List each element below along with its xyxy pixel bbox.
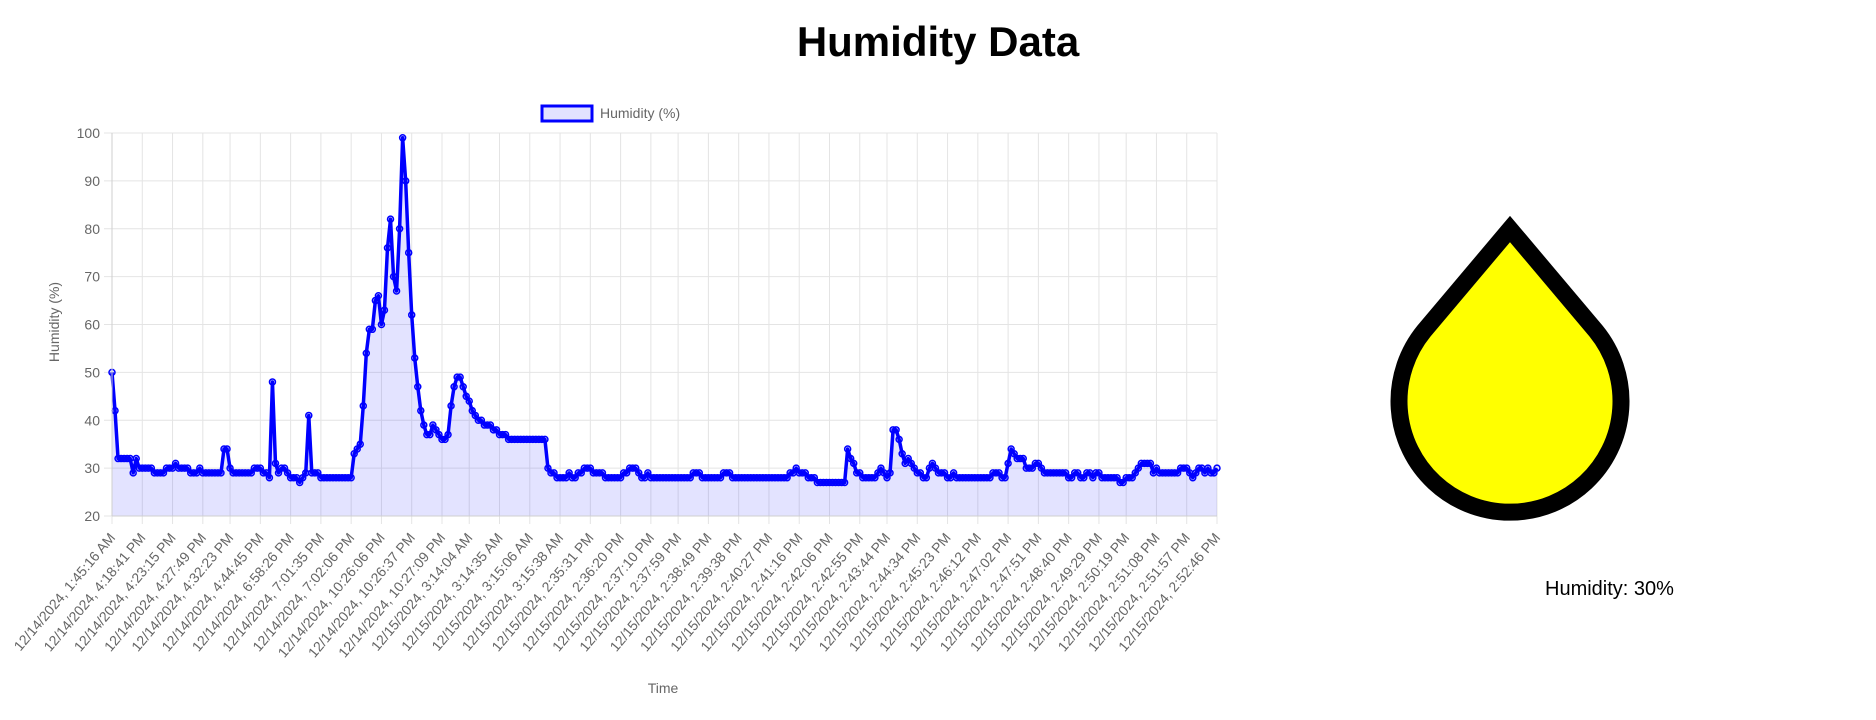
humidity-data-point[interactable] bbox=[1001, 473, 1009, 482]
y-axis-title: Humidity (%) bbox=[46, 282, 62, 362]
humidity-data-point[interactable] bbox=[1146, 459, 1155, 468]
humidity-data-point[interactable] bbox=[447, 402, 455, 410]
humidity-data-point[interactable] bbox=[840, 478, 849, 487]
humidity-data-point[interactable] bbox=[271, 459, 280, 468]
humidity-data-point[interactable] bbox=[895, 435, 903, 444]
humidity-data-point[interactable] bbox=[849, 459, 858, 468]
humidity-data-point[interactable] bbox=[386, 215, 395, 223]
chart-legend[interactable]: Humidity (%) bbox=[540, 104, 680, 123]
water-drop-shape bbox=[1390, 215, 1630, 521]
x-axis-title: Time bbox=[648, 680, 679, 696]
humidity-series-line bbox=[110, 136, 1219, 485]
legend-swatch bbox=[540, 104, 594, 123]
humidity-data-point[interactable] bbox=[368, 325, 377, 334]
humidity-data-point[interactable] bbox=[404, 248, 413, 257]
humidity-data-point[interactable] bbox=[456, 373, 464, 381]
humidity-data-point[interactable] bbox=[843, 445, 852, 453]
humidity-data-point[interactable] bbox=[356, 440, 364, 448]
humidity-data-point[interactable] bbox=[886, 469, 894, 477]
humidity-data-point[interactable] bbox=[126, 454, 134, 463]
humidity-data-point[interactable] bbox=[407, 311, 416, 319]
humidity-data-point[interactable] bbox=[410, 354, 419, 362]
humidity-data-point[interactable] bbox=[417, 406, 425, 415]
humidity-data-point[interactable] bbox=[541, 435, 549, 444]
humidity-data-point[interactable] bbox=[268, 378, 277, 386]
humidity-data-point[interactable] bbox=[922, 473, 931, 482]
humidity-data-point[interactable] bbox=[217, 469, 225, 477]
humidity-data-point[interactable] bbox=[380, 306, 389, 314]
humidity-data-point[interactable] bbox=[1019, 454, 1027, 463]
y-tick-label: 40 bbox=[84, 412, 100, 428]
y-tick-label: 100 bbox=[77, 125, 101, 141]
humidity-data-point[interactable] bbox=[383, 244, 392, 252]
chart-data-layer bbox=[108, 134, 1221, 517]
humidity-data-point[interactable] bbox=[459, 382, 467, 391]
y-tick-label: 50 bbox=[84, 364, 100, 380]
humidity-data-point[interactable] bbox=[392, 287, 401, 295]
humidity-data-point[interactable] bbox=[362, 349, 371, 357]
y-tick-label: 20 bbox=[84, 508, 100, 524]
y-tick-label: 70 bbox=[84, 269, 100, 285]
humidity-data-point[interactable] bbox=[347, 473, 355, 482]
humidity-data-point[interactable] bbox=[444, 430, 452, 439]
humidity-data-point[interactable] bbox=[450, 382, 458, 391]
humidity-data-point[interactable] bbox=[465, 397, 473, 405]
humidity-data-point[interactable] bbox=[898, 450, 906, 458]
humidity-data-point[interactable] bbox=[359, 402, 368, 410]
humidity-data-point[interactable] bbox=[111, 406, 119, 415]
humidity-data-point[interactable] bbox=[223, 445, 231, 453]
y-tick-label: 30 bbox=[84, 460, 100, 476]
humidity-data-point[interactable] bbox=[374, 292, 383, 300]
page-title: Humidity Data bbox=[796, 18, 1080, 65]
humidity-data-point[interactable] bbox=[265, 473, 274, 482]
humidity-data-point[interactable] bbox=[1004, 459, 1012, 468]
humidity-data-point[interactable] bbox=[420, 421, 428, 429]
humidity-data-point[interactable] bbox=[398, 134, 407, 142]
humidity-data-point[interactable] bbox=[426, 430, 434, 439]
humidity-data-point[interactable] bbox=[395, 225, 404, 233]
y-tick-label: 80 bbox=[84, 221, 100, 237]
humidity-data-point[interactable] bbox=[401, 177, 410, 185]
humidity-data-point[interactable] bbox=[377, 320, 386, 329]
humidity-data-point[interactable] bbox=[305, 411, 313, 420]
humidity-data-point[interactable] bbox=[129, 469, 137, 477]
humidity-data-point[interactable] bbox=[132, 454, 140, 463]
water-drop-icon bbox=[1390, 215, 1630, 521]
humidity-data-point[interactable] bbox=[1213, 464, 1221, 472]
humidity-area-fill bbox=[112, 137, 1217, 517]
humidity-data-point[interactable] bbox=[389, 272, 398, 281]
legend-label: Humidity (%) bbox=[600, 105, 680, 121]
humidity-data-point[interactable] bbox=[892, 426, 900, 434]
humidity-data-point[interactable] bbox=[302, 469, 310, 477]
humidity-readout: Humidity: 30% bbox=[1545, 578, 1674, 600]
y-tick-label: 60 bbox=[84, 317, 100, 333]
y-tick-label: 90 bbox=[84, 173, 100, 189]
humidity-data-point[interactable] bbox=[414, 382, 422, 391]
